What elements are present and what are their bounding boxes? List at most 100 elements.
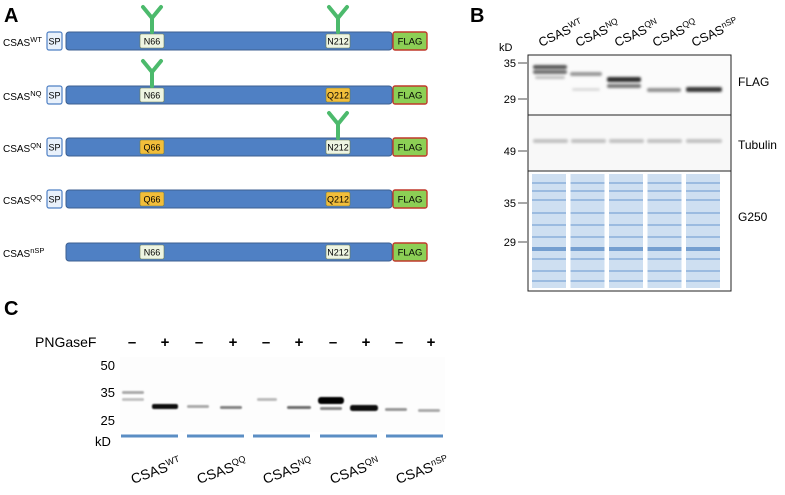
gel-lane [686,174,720,288]
construct-label-superscript: NQ [30,89,41,98]
group-label: CSASWT [128,453,183,486]
gel-band [686,258,720,260]
kd-unit-label: kD [499,42,513,54]
gel-band [647,280,682,282]
lane-label-name: CSAS [689,23,726,50]
gel-lane-smear [570,174,605,288]
group-label-name: CSAS [261,459,302,487]
gel-band [570,212,605,214]
gel-band [647,247,682,251]
marker-label-list-c: 50 35 25 [101,358,115,428]
residue-site-label: N66 [144,248,161,258]
signal-peptide-box [46,31,63,51]
gel-band [570,182,605,184]
gel-lane-smear [609,174,643,288]
gel-band [647,270,682,272]
lane-label-name: CSAS [650,23,687,50]
gel-lane [609,174,643,288]
lane-label-name: CSAS [612,23,649,50]
band-flag-qq-1 [647,88,681,92]
flag-tag-label: FLAG [398,143,423,154]
band-c-7a [318,397,344,404]
treatment-sign: + [362,334,371,351]
band-tubulin-5 [686,139,722,143]
gel-band [686,247,720,251]
group-label: CSASNQ [260,454,314,487]
treatment-sign: + [295,334,304,351]
signal-peptide-box [46,85,63,105]
flag-tag-label: FLAG [398,91,423,102]
gel-band [647,212,682,214]
group-label-superscript: NQ [296,454,312,468]
gel-band [532,236,566,238]
band-c-2 [152,404,178,409]
band-c-3 [187,405,209,408]
g250-lane-set [532,174,720,288]
treatment-sign: + [161,334,170,351]
gel-band [609,258,643,260]
flag-tag-label: FLAG [398,248,423,259]
group-label-list: CSASWT CSASQQ CSASNQ CSASQN CSASnSP [121,434,449,487]
construct-label-superscript: nSP [30,246,44,255]
blot-tubulin [527,114,732,172]
treatment-sign: – [262,334,270,351]
flag-tag-label: FLAG [398,195,423,206]
gel-band [609,190,643,192]
treatment-label: PNGaseF [35,334,96,350]
gel-band [570,280,605,282]
residue-site-label: N66 [144,91,161,101]
blot-flag [527,54,732,116]
band-flag-qn-1 [607,77,641,82]
gel-band [532,224,566,226]
residue-site-label: Q212 [327,195,349,205]
gel-band [686,190,720,192]
lane-label-superscript: WT [566,15,582,30]
gel-band [686,199,720,201]
band-flag-wt-3 [535,76,565,79]
marker-label: 50 [101,358,115,373]
residue-site-label: N212 [327,143,349,153]
marker-label: 25 [101,413,115,428]
gel-band [686,280,720,282]
construct-row: CSASNQ SP N66 Q212 FLAG [3,59,428,105]
group-label: CSASQQ [194,454,249,487]
treatment-sign: – [395,334,403,351]
band-c-5 [257,398,277,401]
gel-band [647,224,682,226]
residue-site-box [139,139,165,155]
construct-label: CSASQN [3,141,41,155]
group-label-superscript: WT [164,453,181,467]
gel-band [686,270,720,272]
residue-site-label: N212 [327,248,349,258]
group-label-superscript: nSP [429,453,448,468]
band-c-1b [122,398,144,401]
gel-band [686,212,720,214]
gel-band [647,236,682,238]
flag-tag-box [392,242,428,262]
group-label-name: CSAS [195,459,236,487]
gel-lane [570,174,605,288]
gel-band [532,190,566,192]
band-c-1a [122,391,144,394]
band-tubulin-3 [609,139,644,143]
residue-site-label: N66 [144,37,161,47]
blot-label-list: FLAG Tubulin G250 [738,75,777,224]
residue-site-label: Q66 [143,143,160,153]
treatment-sign: + [427,334,436,351]
gel-band [532,199,566,201]
blot-label: G250 [738,210,768,224]
construct-label: CSASWT [3,35,42,49]
band-tubulin-1 [533,139,568,143]
signal-peptide-box [46,189,63,209]
band-tubulin-2 [571,139,606,143]
residue-site-label: N212 [327,37,349,47]
marker-label: 35 [504,58,516,70]
construct-label-name: CSAS [3,249,31,260]
gel-band [647,190,682,192]
construct-label-superscript: WT [30,35,42,44]
gel-band [647,199,682,201]
residue-site-box [139,191,165,207]
